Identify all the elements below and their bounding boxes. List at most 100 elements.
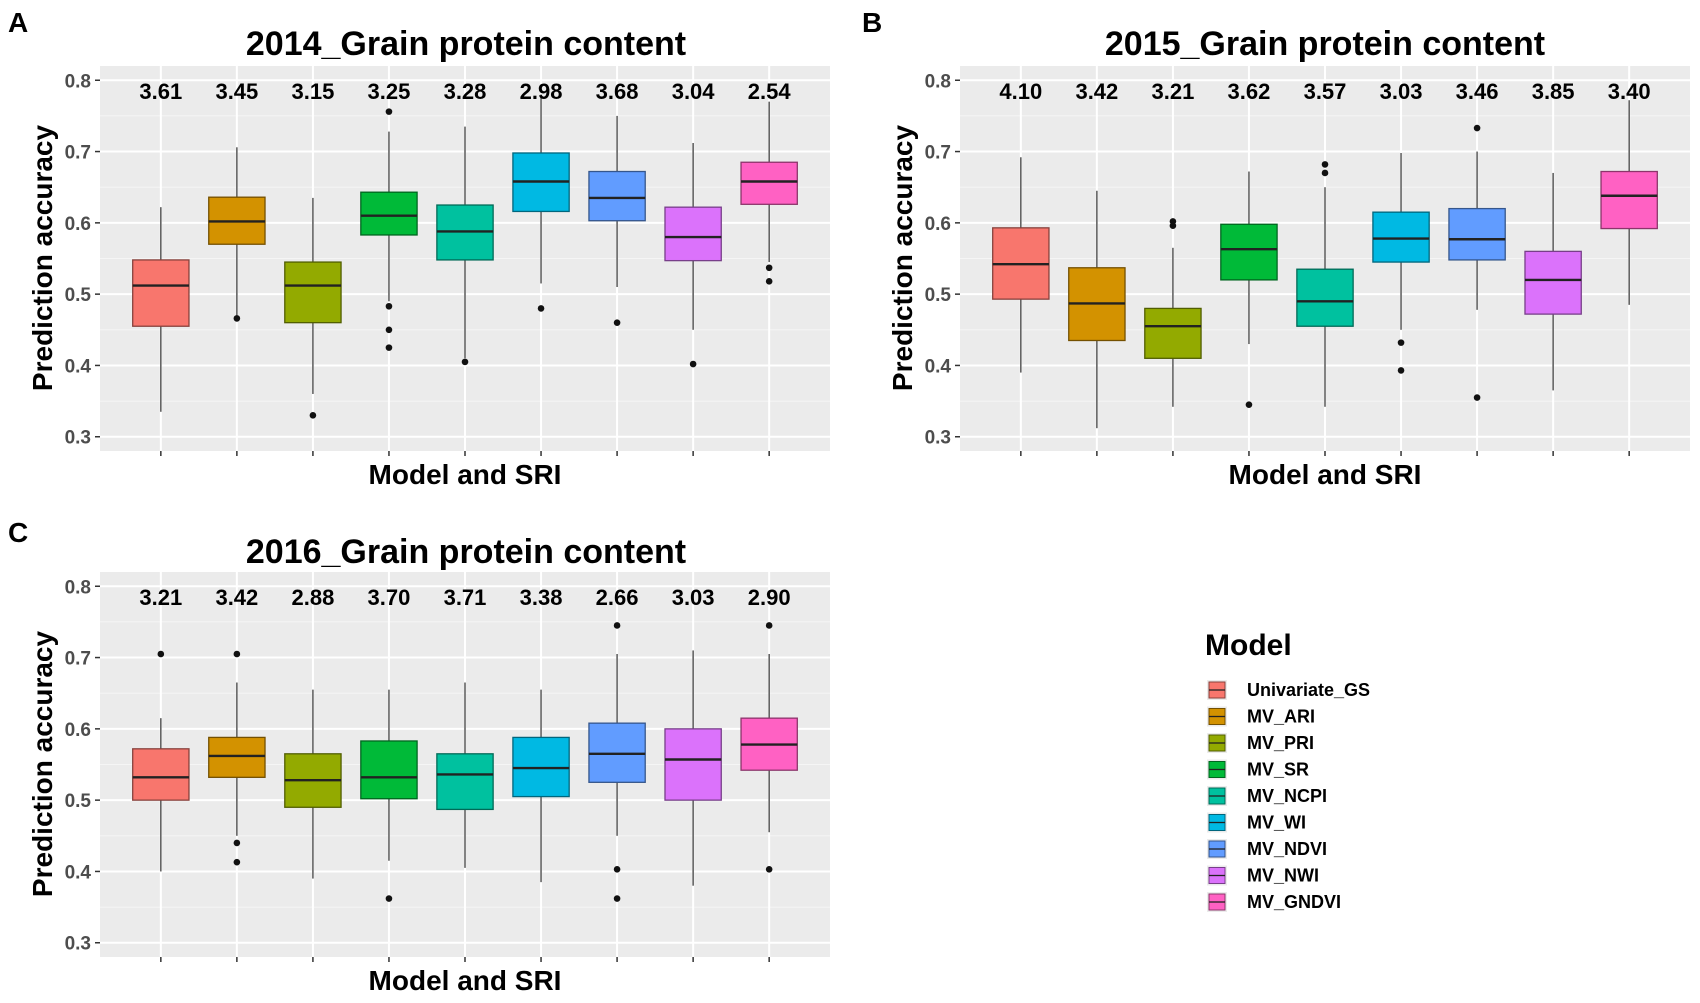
data-label: 3.15 bbox=[292, 79, 335, 104]
box-mv-gndvi bbox=[740, 622, 798, 873]
y-tick-label: 0.7 bbox=[65, 649, 91, 670]
y-tick-label: 0.3 bbox=[925, 428, 951, 449]
legend-item-mv-sr: MV_SR bbox=[1207, 759, 1309, 780]
panel-b-y-axis: 0.3 0.4 0.5 0.6 0.7 0.8 bbox=[925, 71, 960, 449]
data-label: 3.70 bbox=[368, 585, 411, 610]
panel-b-x-axis-title: Model and SRI bbox=[1229, 459, 1422, 490]
data-label: 3.57 bbox=[1304, 79, 1347, 104]
legend-title: Model bbox=[1205, 629, 1292, 662]
panel-letter-a: A bbox=[8, 7, 28, 38]
outlier-point bbox=[1321, 161, 1329, 168]
data-label: 2.66 bbox=[596, 585, 639, 610]
panel-a-data-labels: 3.61 3.45 3.15 3.25 3.28 2.98 3.68 3.04 2.54 bbox=[139, 79, 791, 104]
data-label: 2.98 bbox=[520, 79, 563, 104]
box-mv-sr bbox=[360, 689, 418, 902]
box-mv-ari bbox=[208, 650, 266, 866]
panel-a-x-axis bbox=[160, 451, 770, 456]
box-body bbox=[1600, 170, 1658, 230]
panel-b-x-axis bbox=[1020, 451, 1630, 456]
panel-letter-c: C bbox=[8, 517, 28, 548]
y-tick-label: 0.3 bbox=[65, 934, 91, 955]
data-label: 3.03 bbox=[1380, 79, 1423, 104]
box-mv-nwi bbox=[664, 650, 722, 886]
data-label: 4.10 bbox=[999, 79, 1042, 104]
panel-a-x-axis-title: Model and SRI bbox=[369, 459, 562, 490]
box-mv-ari bbox=[1068, 190, 1126, 429]
outlier-point bbox=[537, 305, 545, 312]
y-tick-label: 0.7 bbox=[65, 143, 91, 164]
box-mv-wi bbox=[512, 94, 570, 312]
outlier-point bbox=[1321, 169, 1329, 177]
y-tick-label: 0.6 bbox=[925, 214, 951, 235]
outlier-point bbox=[689, 360, 697, 368]
box-mv-ndvi bbox=[1448, 124, 1506, 401]
data-label: 3.61 bbox=[139, 79, 182, 104]
box-body bbox=[740, 161, 798, 205]
box-mv-ncpi bbox=[436, 126, 494, 366]
box-mv-ari bbox=[208, 147, 266, 322]
panel-c: C 2016_Grain protein content 0.30.40.50.… bbox=[8, 517, 830, 996]
data-label: 3.40 bbox=[1608, 79, 1651, 104]
legend-label: MV_WI bbox=[1247, 813, 1306, 833]
outlier-point bbox=[613, 866, 621, 873]
legend-label: MV_NWI bbox=[1247, 866, 1319, 886]
panel-c-x-axis-title: Model and SRI bbox=[369, 965, 562, 996]
box-body bbox=[1296, 268, 1354, 327]
data-label: 3.21 bbox=[139, 585, 182, 610]
y-tick-label: 0.8 bbox=[925, 71, 951, 92]
box-mv-gndvi bbox=[740, 101, 798, 285]
box-body bbox=[1372, 211, 1430, 263]
outlier-point bbox=[1169, 222, 1177, 230]
outlier-point bbox=[157, 650, 165, 658]
box-body bbox=[1144, 307, 1202, 359]
box-body bbox=[588, 170, 646, 222]
y-tick-label: 0.5 bbox=[65, 285, 92, 306]
data-label: 2.88 bbox=[292, 585, 335, 610]
box-body bbox=[284, 261, 342, 324]
box-univariate-gs bbox=[992, 157, 1050, 373]
box-univariate-gs bbox=[132, 650, 190, 872]
y-tick-label: 0.3 bbox=[65, 428, 91, 449]
panel-b: B 2015_Grain protein content 0.30.40.50.… bbox=[862, 7, 1690, 490]
panel-c-title: 2016_Grain protein content bbox=[246, 533, 686, 571]
box-mv-ndvi bbox=[588, 622, 646, 902]
outlier-point bbox=[1397, 339, 1405, 346]
legend-item-mv-wi: MV_WI bbox=[1207, 812, 1306, 833]
y-tick-label: 0.5 bbox=[925, 285, 952, 306]
data-label: 3.38 bbox=[520, 585, 563, 610]
legend-item-mv-ari: MV_ARI bbox=[1207, 706, 1315, 727]
outlier-point bbox=[613, 622, 621, 629]
y-tick-label: 0.4 bbox=[65, 356, 92, 377]
outlier-point bbox=[1245, 401, 1253, 408]
panel-a-y-axis-title: Prediction accuracy bbox=[27, 125, 58, 392]
legend-label: MV_SR bbox=[1247, 760, 1309, 780]
y-tick-label: 0.6 bbox=[65, 214, 91, 235]
data-label: 3.04 bbox=[672, 79, 716, 104]
y-tick-label: 0.4 bbox=[925, 356, 952, 377]
legend-item-mv-gndvi: MV_GNDVI bbox=[1207, 892, 1341, 912]
data-label: 3.25 bbox=[368, 79, 411, 104]
box-univariate-gs bbox=[132, 207, 190, 412]
panel-b-y-axis-title: Prediction accuracy bbox=[887, 125, 918, 392]
box-mv-ndvi bbox=[588, 115, 646, 326]
data-label: 2.54 bbox=[748, 79, 792, 104]
data-label: 3.85 bbox=[1532, 79, 1575, 104]
outlier-point bbox=[461, 358, 469, 366]
y-tick-label: 0.6 bbox=[65, 720, 91, 741]
outlier-point bbox=[385, 344, 393, 351]
data-label: 3.62 bbox=[1228, 79, 1271, 104]
outlier-point bbox=[613, 895, 621, 902]
box-body bbox=[132, 748, 190, 801]
outlier-point bbox=[1397, 367, 1405, 374]
box-mv-gndvi bbox=[1600, 100, 1658, 305]
outlier-point bbox=[765, 278, 773, 285]
y-tick-label: 0.4 bbox=[65, 862, 92, 883]
data-label: 3.45 bbox=[215, 79, 258, 104]
box-body bbox=[360, 191, 418, 236]
outlier-point bbox=[233, 650, 241, 658]
legend: Model Univariate_GS MV_ARI MV_PRI MV_SR MV_N… bbox=[1205, 629, 1370, 912]
legend-label: MV_PRI bbox=[1247, 733, 1314, 753]
box-body bbox=[360, 740, 418, 800]
outlier-point bbox=[1473, 394, 1481, 401]
box-body bbox=[664, 728, 722, 801]
